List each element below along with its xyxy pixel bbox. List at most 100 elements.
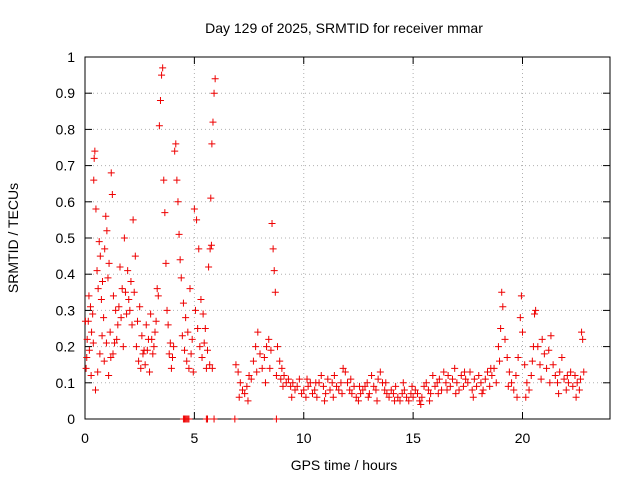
data-point [357,390,365,398]
data-point [89,339,97,347]
data-point [335,386,343,394]
data-point [254,328,262,336]
data-point [492,379,500,387]
data-point [210,415,218,423]
data-point [148,335,156,343]
data-point [83,335,91,343]
data-point [352,393,360,401]
data-point [344,379,351,387]
data-point [516,314,524,322]
data-point [303,375,311,383]
data-point [324,375,332,383]
data-point [452,390,460,398]
data-point [91,147,99,155]
data-point [411,386,419,394]
data-point [481,375,489,383]
y-tick-label: 0.4 [56,266,76,282]
data-point [571,372,579,380]
data-point [510,386,518,394]
data-point [469,393,477,401]
data-point [141,361,149,369]
data-point [106,328,114,336]
data-point [532,306,540,314]
data-point [385,393,393,401]
data-point [339,364,347,372]
data-point [258,364,266,372]
data-point [420,382,428,390]
data-point [287,382,295,390]
data-point [131,252,139,260]
data-point [451,364,459,372]
data-point [392,382,400,390]
data-point [172,140,180,148]
data-point [579,335,587,343]
data-point [573,379,581,387]
data-point [440,368,448,376]
data-point [90,176,98,184]
data-point [161,209,169,217]
data-point [244,397,252,405]
data-point [400,386,408,394]
data-point [309,390,316,398]
data-point [486,382,494,390]
data-point [193,216,201,224]
data-point [126,306,134,314]
data-point [87,372,95,380]
data-point [143,346,151,354]
data-point [496,357,504,365]
data-point [89,310,97,318]
data-point [554,379,561,387]
data-point [186,285,194,293]
data-point [391,397,399,405]
data-point [521,361,529,369]
data-point [112,306,120,314]
data-point [146,368,154,376]
data-point [398,390,406,398]
data-point [134,317,141,325]
data-point [347,375,355,383]
data-point [572,393,580,401]
data-point [462,375,470,383]
data-point [101,245,109,253]
data-point [268,220,276,228]
data-point [479,386,487,394]
data-point [468,386,476,394]
y-tick-label: 1 [67,49,75,65]
data-point [453,379,461,387]
data-point [346,386,354,394]
data-point [266,364,274,372]
data-point [338,390,346,398]
data-point [178,332,186,340]
data-point [271,288,279,296]
data-point [504,382,512,390]
y-tick-label: 0.3 [56,302,76,318]
data-point [387,386,395,394]
data-point [321,397,329,405]
data-point [207,194,215,202]
data-point [136,303,144,311]
data-point [182,314,190,322]
y-tick-label: 0.2 [56,339,76,355]
data-point [477,379,485,387]
data-point [232,361,240,369]
data-point [434,390,442,398]
data-point [394,393,402,401]
plot-border [84,56,611,420]
data-point [517,292,525,300]
data-point [209,118,217,126]
data-point [383,390,391,398]
data-point [534,343,542,351]
grid [85,57,610,419]
data-point [298,390,306,398]
data-point [115,303,123,311]
data-point [124,267,132,275]
data-point [184,328,192,336]
data-point [519,328,526,336]
data-point [190,205,198,213]
data-point [312,379,320,387]
data-point [563,372,571,380]
data-point [109,350,117,358]
data-point [85,292,93,300]
data-point [243,382,251,390]
